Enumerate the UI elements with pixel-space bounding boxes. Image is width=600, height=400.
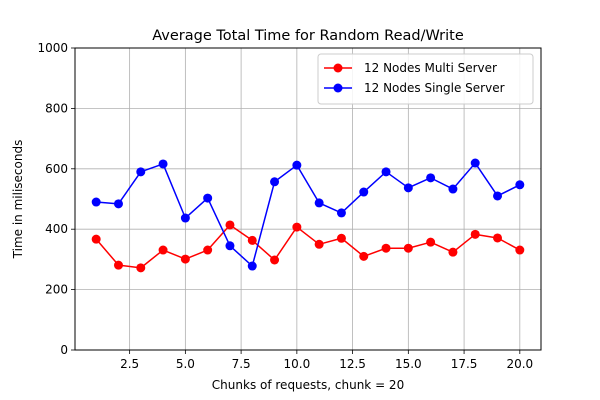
data-point-multi-server bbox=[203, 245, 213, 255]
data-point-single-server bbox=[515, 180, 525, 190]
data-point-single-server bbox=[314, 198, 324, 208]
y-tick-label: 200 bbox=[45, 283, 68, 297]
legend-marker-multi-server bbox=[333, 63, 343, 73]
data-point-multi-server bbox=[515, 245, 525, 255]
y-tick-label: 1000 bbox=[37, 41, 68, 55]
data-point-single-server bbox=[270, 177, 280, 187]
data-point-multi-server bbox=[113, 260, 123, 270]
data-point-single-server bbox=[493, 191, 503, 201]
data-point-single-server bbox=[403, 183, 413, 193]
x-tick-label: 15.0 bbox=[395, 357, 422, 371]
data-point-multi-server bbox=[336, 233, 346, 243]
data-point-single-server bbox=[113, 199, 123, 209]
y-tick-label: 800 bbox=[45, 101, 68, 115]
data-point-multi-server bbox=[270, 255, 280, 265]
x-tick-label: 2.5 bbox=[120, 357, 139, 371]
data-point-multi-server bbox=[448, 247, 458, 257]
data-point-multi-server bbox=[91, 234, 101, 244]
data-point-multi-server bbox=[225, 220, 235, 230]
data-point-single-server bbox=[91, 197, 101, 207]
data-point-single-server bbox=[247, 261, 257, 271]
data-point-multi-server bbox=[381, 243, 391, 253]
legend-item-multi-server: 12 Nodes Multi Server bbox=[324, 61, 497, 75]
data-point-single-server bbox=[448, 184, 458, 194]
legend-marker-single-server bbox=[333, 83, 343, 93]
data-point-single-server bbox=[292, 160, 302, 170]
y-axis-label: Time in miliseconds bbox=[11, 140, 25, 260]
legend: 12 Nodes Multi Server 12 Nodes Single Se… bbox=[317, 53, 534, 105]
data-point-single-server bbox=[158, 159, 168, 169]
legend-box bbox=[317, 53, 534, 105]
y-tick-label: 600 bbox=[45, 162, 68, 176]
data-point-multi-server bbox=[314, 239, 324, 249]
data-point-multi-server bbox=[403, 243, 413, 253]
data-point-single-server bbox=[136, 167, 146, 177]
data-point-multi-server bbox=[292, 222, 302, 232]
data-point-multi-server bbox=[359, 251, 369, 261]
data-point-single-server bbox=[225, 241, 235, 251]
y-axis: 0 200 400 600 800 1000 bbox=[37, 41, 75, 357]
data-point-single-server bbox=[426, 173, 436, 183]
x-axis-label: Chunks of requests, chunk = 20 bbox=[212, 378, 404, 392]
data-point-single-server bbox=[336, 208, 346, 218]
x-tick-label: 5.0 bbox=[176, 357, 195, 371]
legend-item-single-server: 12 Nodes Single Server bbox=[324, 81, 505, 95]
data-point-multi-server bbox=[247, 235, 257, 245]
series-line-multi-server bbox=[95, 224, 521, 269]
series-layer bbox=[91, 158, 525, 273]
x-tick-label: 7.5 bbox=[232, 357, 251, 371]
x-tick-label: 12.5 bbox=[339, 357, 366, 371]
x-tick-label: 17.5 bbox=[451, 357, 478, 371]
data-point-multi-server bbox=[426, 237, 436, 247]
data-point-multi-server bbox=[493, 233, 503, 243]
x-tick-label: 20.0 bbox=[506, 357, 533, 371]
legend-label-single-server: 12 Nodes Single Server bbox=[364, 81, 505, 95]
data-point-single-server bbox=[470, 158, 480, 168]
y-tick-label: 400 bbox=[45, 222, 68, 236]
data-point-single-server bbox=[381, 167, 391, 177]
x-tick-label: 10.0 bbox=[283, 357, 310, 371]
data-point-multi-server bbox=[180, 254, 190, 264]
plot-frame bbox=[74, 47, 542, 351]
data-point-multi-server bbox=[470, 229, 480, 239]
data-point-single-server bbox=[359, 187, 369, 197]
y-tick-label: 0 bbox=[60, 343, 68, 357]
legend-label-multi-server: 12 Nodes Multi Server bbox=[364, 61, 497, 75]
data-point-multi-server bbox=[158, 245, 168, 255]
data-point-single-server bbox=[203, 193, 213, 203]
data-point-multi-server bbox=[136, 263, 146, 273]
chart-title: Average Total Time for Random Read/Write bbox=[152, 28, 464, 44]
x-axis: 2.5 5.0 7.5 10.0 12.5 15.0 17.5 20.0 bbox=[120, 350, 533, 371]
data-point-single-server bbox=[180, 213, 190, 223]
